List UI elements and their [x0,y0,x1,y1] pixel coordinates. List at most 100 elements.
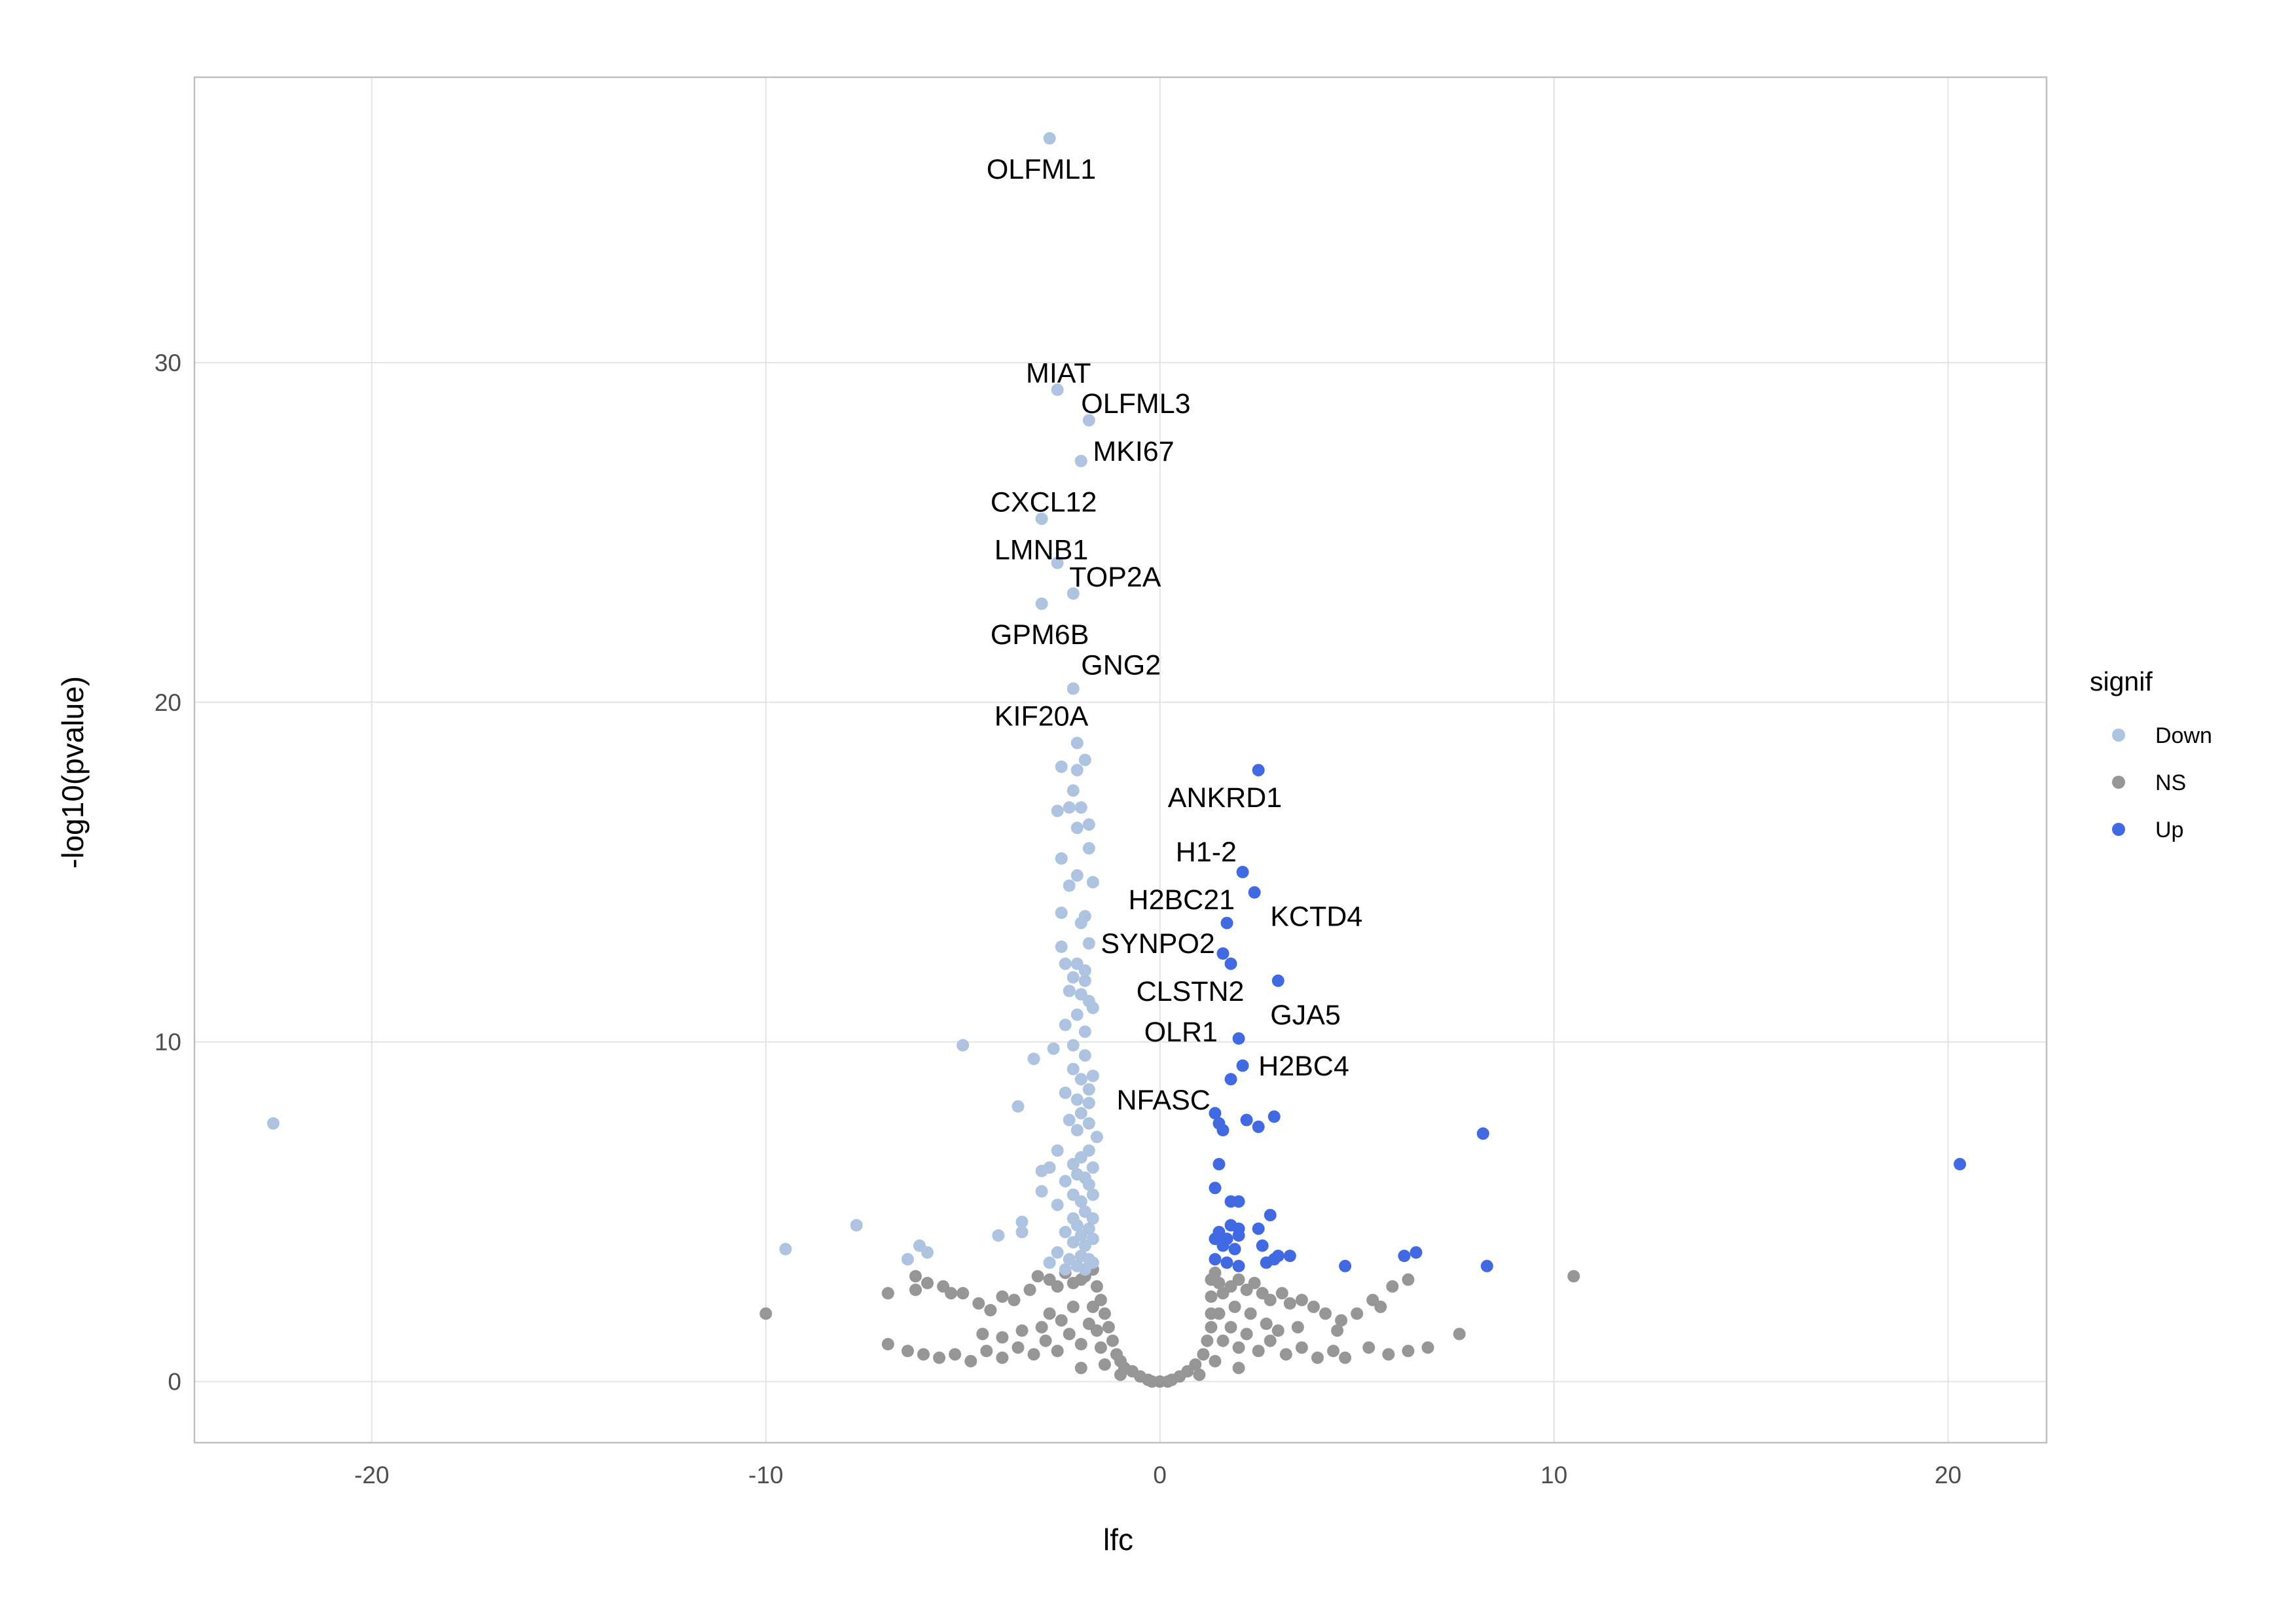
data-point-down [1063,879,1076,892]
data-point-down [1082,414,1095,427]
gene-label: TOP2A [1069,562,1161,593]
data-point-up [1224,1073,1237,1086]
data-point-up [1283,1250,1296,1263]
data-point-ns [1567,1270,1580,1283]
data-point-down [1082,1178,1095,1191]
data-point-down [1086,1188,1099,1201]
data-point-down [1066,1039,1080,1052]
data-point-ns [917,1348,930,1361]
data-point-up [1216,1239,1230,1252]
data-point-ns [1362,1341,1376,1354]
data-point-down [1035,1185,1048,1198]
data-point-down [1059,957,1072,970]
data-point-ns [1260,1317,1273,1330]
data-point-down [1015,1216,1029,1229]
data-point-down [1047,1042,1060,1055]
data-point-ns [1094,1341,1107,1354]
gene-label: MIAT [1026,357,1091,389]
data-point-ns [1205,1290,1218,1303]
data-point-ns [909,1283,922,1296]
data-point-ns [901,1344,914,1358]
y-tick-label: 10 [155,1029,181,1056]
data-point-ns [1114,1368,1127,1381]
data-point-up [1480,1259,1493,1272]
data-point-down [1070,821,1084,835]
data-point-ns [1212,1276,1226,1290]
data-point-ns [1295,1341,1308,1354]
data-point-ns [984,1304,997,1317]
gene-label: MKI67 [1093,436,1174,467]
data-point-ns [1011,1341,1025,1354]
data-point-ns [996,1331,1009,1344]
data-point-ns [1216,1334,1230,1347]
gene-label: H2BC4 [1258,1051,1349,1082]
data-point-down [901,1253,914,1266]
data-point-down [1063,1113,1076,1127]
data-point-ns [1402,1273,1415,1286]
data-point-down [1055,940,1068,953]
data-point-ns [996,1290,1009,1303]
data-point-down [921,1246,934,1259]
data-point-down [1086,1161,1099,1174]
legend-key-ns [2112,776,2125,789]
data-point-down [1043,132,1056,145]
data-point-up [1339,1259,1352,1272]
data-point-down [1070,869,1084,882]
data-point-ns [1228,1300,1241,1313]
data-point-up [1248,886,1261,899]
data-point-ns [1283,1297,1296,1310]
data-point-down [1059,1263,1072,1276]
data-point-ns [1209,1354,1222,1367]
data-point-ns [945,1287,958,1300]
data-point-down [1051,804,1064,818]
data-point-down [1066,784,1080,797]
data-point-ns [1098,1358,1111,1371]
data-point-ns [921,1276,934,1290]
data-points [266,132,1967,1388]
gene-label: SYNPO2 [1101,928,1214,960]
data-point-down [1082,1096,1095,1110]
data-point-down [1043,1256,1056,1269]
data-point-down [1051,383,1064,396]
data-point-ns [933,1351,946,1364]
gene-label: H1-2 [1176,837,1237,868]
data-point-ns [1035,1321,1048,1334]
data-point-down [1059,1174,1072,1187]
y-tick-label: 20 [155,689,181,716]
data-point-down [1043,1161,1056,1174]
data-point-ns [1015,1324,1029,1337]
gene-label: NFASC [1116,1085,1210,1116]
data-point-up [1267,1110,1281,1123]
data-point-up [1398,1250,1411,1263]
data-point-ns [1248,1276,1261,1290]
legend-label: NS [2155,770,2186,795]
data-point-up [1209,1107,1222,1120]
data-point-ns [1224,1321,1237,1334]
data-point-ns [1319,1307,1332,1320]
data-point-ns [1295,1293,1308,1307]
y-axis-ticks: 0 10 20 30 [155,350,181,1396]
data-point-down [850,1219,863,1232]
data-point-down [1070,736,1084,749]
data-point-ns [1161,1375,1175,1388]
data-point-ns [1051,1344,1064,1358]
y-tick-label: 30 [155,350,181,376]
data-point-up [1220,916,1233,929]
y-tick-label: 0 [168,1369,181,1396]
data-point-up [1236,1059,1249,1072]
data-point-ns [1311,1351,1324,1364]
gene-label: KCTD4 [1270,901,1362,933]
data-point-ns [980,1344,993,1358]
data-point-down [1082,937,1095,950]
data-point-ns [1023,1283,1036,1296]
gene-label: OLFML3 [1081,388,1190,420]
data-point-down [1082,1144,1095,1157]
data-point-up [1954,1157,1967,1170]
data-point-up [1224,957,1237,970]
gene-label: H2BC21 [1129,884,1235,916]
data-point-down [1055,852,1068,865]
data-point-down [779,1242,792,1255]
data-point-down [1078,910,1091,923]
data-point-down [1074,801,1087,814]
